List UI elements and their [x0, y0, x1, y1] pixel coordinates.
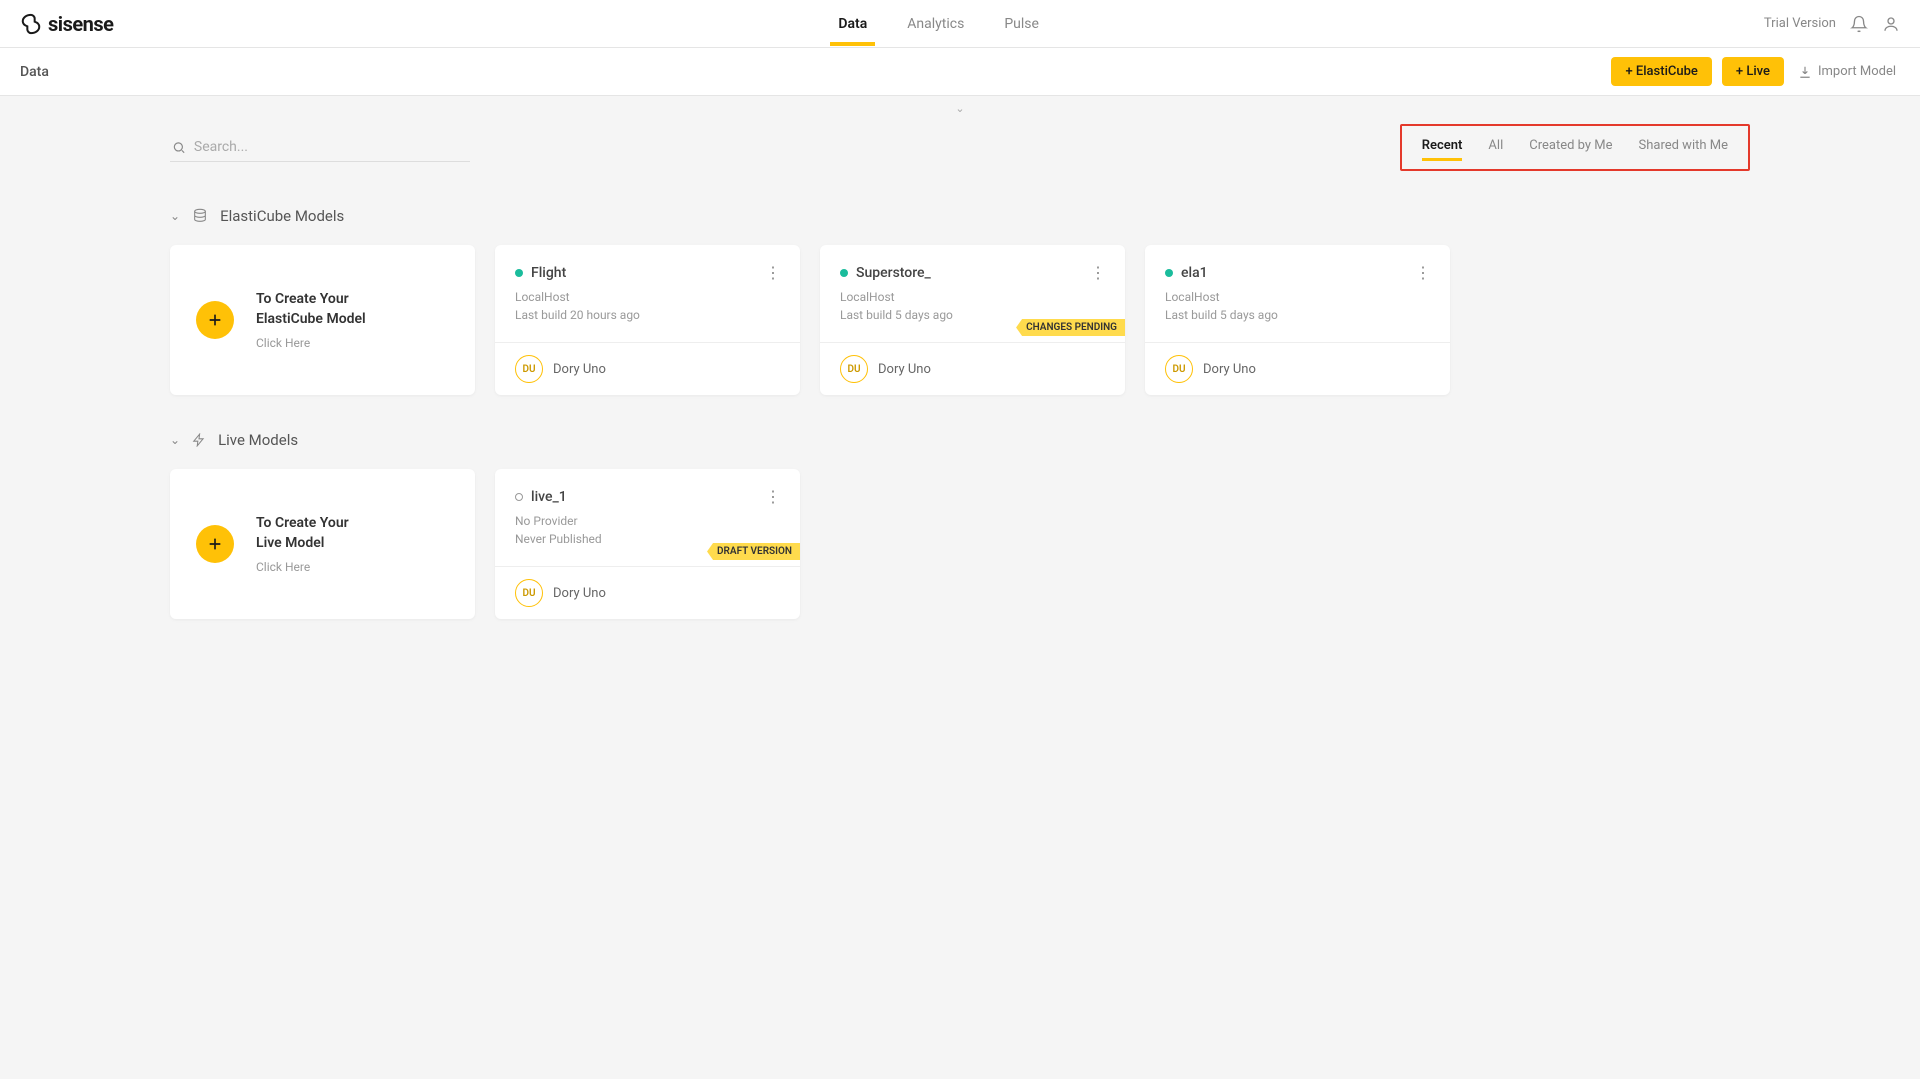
main-nav: Data Analytics Pulse: [838, 2, 1039, 46]
section-live-title: Live Models: [218, 431, 298, 449]
collapse-toggle-icon[interactable]: ⌄: [955, 102, 964, 115]
model-name: ela1: [1181, 265, 1208, 281]
model-build: Last build 5 days ago: [1165, 308, 1430, 322]
owner-name: Dory Uno: [1203, 362, 1256, 377]
status-badge: DRAFT VERSION: [707, 543, 800, 560]
kebab-menu-icon[interactable]: ⋮: [765, 263, 780, 282]
model-name: live_1: [531, 489, 567, 505]
filter-all[interactable]: All: [1488, 138, 1503, 157]
download-icon: [1798, 65, 1812, 79]
filter-shared-with-me[interactable]: Shared with Me: [1639, 138, 1729, 157]
model-host: No Provider: [515, 514, 780, 528]
nav-tab-data[interactable]: Data: [838, 2, 867, 46]
kebab-menu-icon[interactable]: ⋮: [1415, 263, 1430, 282]
model-card-live1[interactable]: live_1 ⋮ No Provider Never Published DRA…: [495, 469, 800, 619]
create-sub: Click Here: [256, 560, 349, 574]
section-elasticube-title: ElastiCube Models: [220, 207, 344, 225]
user-icon[interactable]: [1882, 15, 1900, 33]
create-elasticube-card[interactable]: To Create Your ElastiCube Model Click He…: [170, 245, 475, 395]
create-title: To Create Your Live Model: [256, 514, 349, 553]
brand-logo[interactable]: sisense: [20, 12, 113, 36]
kebab-menu-icon[interactable]: ⋮: [765, 487, 780, 506]
status-dot-icon: [840, 269, 848, 277]
kebab-menu-icon[interactable]: ⋮: [1090, 263, 1105, 282]
brand-name: sisense: [48, 12, 113, 36]
database-icon: [192, 208, 208, 224]
model-card-ela1[interactable]: ela1 ⋮ LocalHost Last build 5 days ago D…: [1145, 245, 1450, 395]
header-right: Trial Version: [1764, 15, 1900, 33]
model-name: Flight: [531, 265, 566, 281]
status-dot-icon: [1165, 269, 1173, 277]
bell-icon[interactable]: [1850, 15, 1868, 33]
sub-actions: + ElastiCube + Live Import Model: [1611, 57, 1900, 86]
trial-label: Trial Version: [1764, 16, 1836, 31]
chevron-down-icon[interactable]: ⌄: [170, 433, 180, 447]
status-badge: CHANGES PENDING: [1016, 319, 1125, 336]
search-icon: [172, 140, 186, 155]
top-header: sisense Data Analytics Pulse Trial Versi…: [0, 0, 1920, 48]
elasticube-cards: To Create Your ElastiCube Model Click He…: [170, 245, 1750, 395]
search-input[interactable]: [194, 139, 468, 155]
sub-header: Data + ElastiCube + Live Import Model: [0, 48, 1920, 96]
status-dot-icon: [515, 269, 523, 277]
avatar: DU: [840, 355, 868, 383]
avatar: DU: [515, 579, 543, 607]
filter-tabs: Recent All Created by Me Shared with Me: [1400, 124, 1750, 171]
model-build: Last build 20 hours ago: [515, 308, 780, 322]
model-card-flight[interactable]: Flight ⋮ LocalHost Last build 20 hours a…: [495, 245, 800, 395]
avatar: DU: [1165, 355, 1193, 383]
import-model-button[interactable]: Import Model: [1794, 57, 1900, 86]
add-elasticube-button[interactable]: + ElastiCube: [1611, 57, 1711, 86]
owner-name: Dory Uno: [878, 362, 931, 377]
import-label: Import Model: [1818, 64, 1896, 79]
page-title: Data: [20, 64, 49, 80]
model-card-superstore[interactable]: Superstore_ ⋮ LocalHost Last build 5 day…: [820, 245, 1125, 395]
status-dot-icon: [515, 493, 523, 501]
create-title: To Create Your ElastiCube Model: [256, 290, 366, 329]
owner-name: Dory Uno: [553, 586, 606, 601]
live-cards: To Create Your Live Model Click Here liv…: [170, 469, 1750, 619]
avatar: DU: [515, 355, 543, 383]
section-elasticube-head: ⌄ ElastiCube Models: [170, 207, 1750, 225]
content-area: ⌄ Recent All Created by Me Shared with M…: [0, 96, 1920, 619]
chevron-down-icon[interactable]: ⌄: [170, 209, 180, 223]
model-host: LocalHost: [1165, 290, 1430, 304]
add-live-button[interactable]: + Live: [1722, 57, 1784, 86]
sisense-logo-icon: [20, 13, 42, 35]
model-name: Superstore_: [856, 265, 931, 281]
nav-tab-pulse[interactable]: Pulse: [1004, 2, 1039, 46]
plus-icon: [196, 525, 234, 563]
filter-recent[interactable]: Recent: [1422, 138, 1463, 157]
plus-icon: [196, 301, 234, 339]
create-sub: Click Here: [256, 336, 366, 350]
model-host: LocalHost: [840, 290, 1105, 304]
owner-name: Dory Uno: [553, 362, 606, 377]
filter-created-by-me[interactable]: Created by Me: [1529, 138, 1612, 157]
search-wrap: [170, 133, 470, 162]
section-live-head: ⌄ Live Models: [170, 431, 1750, 449]
nav-tab-analytics[interactable]: Analytics: [907, 2, 964, 46]
model-host: LocalHost: [515, 290, 780, 304]
lightning-icon: [192, 433, 206, 447]
create-live-card[interactable]: To Create Your Live Model Click Here: [170, 469, 475, 619]
